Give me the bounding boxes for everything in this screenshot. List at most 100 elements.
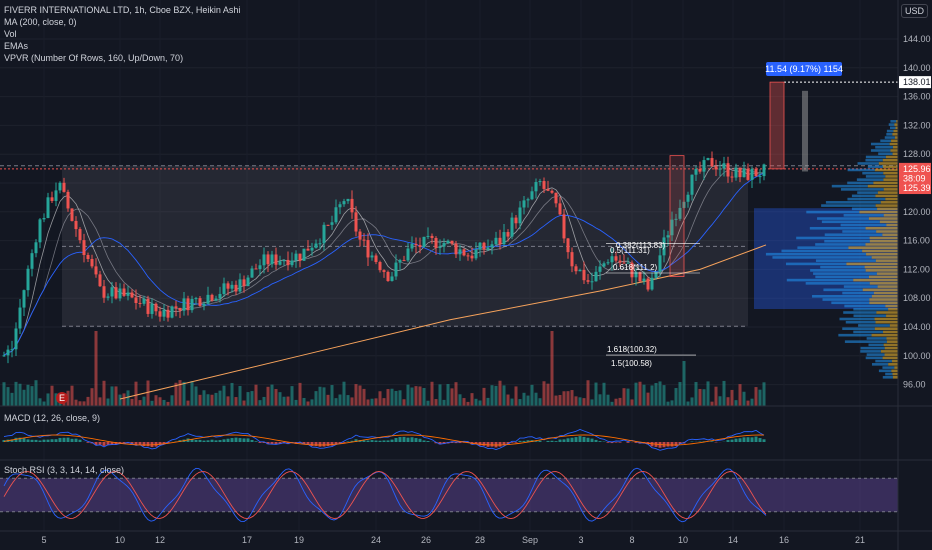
candle-body[interactable]	[102, 286, 106, 298]
candle-body[interactable]	[750, 168, 754, 180]
candle-body[interactable]	[474, 249, 478, 259]
candle-body[interactable]	[582, 269, 586, 281]
candle-body[interactable]	[90, 258, 94, 267]
candle-body[interactable]	[270, 254, 274, 265]
candle-body[interactable]	[114, 287, 118, 299]
candle-body[interactable]	[506, 232, 510, 237]
candle-body[interactable]	[106, 296, 110, 298]
candle-body[interactable]	[518, 207, 522, 224]
candle-body[interactable]	[642, 278, 646, 282]
candle-body[interactable]	[678, 207, 682, 219]
candle-body[interactable]	[598, 266, 602, 272]
candle-body[interactable]	[174, 306, 178, 308]
candle-body[interactable]	[662, 237, 666, 256]
candle-body[interactable]	[406, 248, 410, 261]
candle-body[interactable]	[526, 199, 530, 201]
candle-body[interactable]	[534, 182, 538, 192]
candle-body[interactable]	[418, 245, 422, 248]
candle-body[interactable]	[78, 229, 82, 241]
candle-body[interactable]	[638, 272, 642, 282]
stoch-rsi-label[interactable]: Stoch RSI (3, 3, 14, 14, close)	[4, 465, 125, 475]
candle-body[interactable]	[402, 260, 406, 262]
candle-body[interactable]	[450, 240, 454, 244]
candle-body[interactable]	[210, 294, 214, 301]
candle-body[interactable]	[82, 240, 86, 256]
fib-level-label[interactable]: 1.5(100.58)	[611, 359, 652, 368]
candle-body[interactable]	[634, 272, 638, 278]
candle-body[interactable]	[126, 292, 130, 296]
candle-body[interactable]	[698, 168, 702, 172]
candle-body[interactable]	[734, 167, 738, 178]
candle-body[interactable]	[498, 237, 502, 245]
candle-body[interactable]	[334, 207, 338, 223]
candle-body[interactable]	[714, 166, 718, 170]
emas-indicator-label[interactable]: EMAs	[4, 41, 29, 51]
candle-body[interactable]	[142, 298, 146, 304]
candle-body[interactable]	[166, 309, 170, 318]
symbol-title[interactable]: FIVERR INTERNATIONAL LTD, 1h, Cboe BZX, …	[4, 5, 241, 15]
candle-body[interactable]	[726, 163, 730, 177]
candle-body[interactable]	[30, 253, 34, 269]
candle-body[interactable]	[646, 278, 650, 290]
candle-body[interactable]	[50, 197, 54, 201]
candle-body[interactable]	[446, 240, 450, 243]
candle-body[interactable]	[710, 158, 714, 167]
candle-body[interactable]	[54, 190, 58, 201]
candle-body[interactable]	[618, 260, 622, 263]
candle-body[interactable]	[362, 239, 366, 241]
candle-body[interactable]	[302, 248, 306, 261]
projection-bar[interactable]	[802, 90, 808, 172]
price-range-box[interactable]	[769, 81, 785, 170]
candle-body[interactable]	[350, 198, 354, 213]
candle-body[interactable]	[98, 274, 102, 287]
candle-body[interactable]	[630, 262, 634, 278]
candle-body[interactable]	[738, 167, 742, 178]
candle-body[interactable]	[326, 224, 330, 226]
candle-body[interactable]	[214, 298, 218, 301]
candle-body[interactable]	[542, 181, 546, 189]
candle-body[interactable]	[758, 176, 762, 178]
candle-body[interactable]	[118, 288, 122, 299]
candle-body[interactable]	[238, 279, 242, 292]
candle-body[interactable]	[58, 182, 62, 191]
candle-body[interactable]	[354, 212, 358, 232]
candle-body[interactable]	[318, 243, 322, 245]
fib-level-label[interactable]: 1.618(100.32)	[607, 345, 657, 354]
candle-body[interactable]	[290, 260, 294, 266]
fib-level-label[interactable]: 0.5(111.31)	[610, 246, 650, 255]
candle-body[interactable]	[310, 247, 314, 251]
candle-body[interactable]	[722, 163, 726, 169]
candle-body[interactable]	[578, 269, 582, 272]
candle-body[interactable]	[394, 262, 398, 277]
candle-body[interactable]	[538, 181, 542, 183]
candle-body[interactable]	[702, 160, 706, 172]
candle-body[interactable]	[522, 200, 526, 208]
fib-level-label[interactable]: 0.618(111.2)	[613, 263, 658, 272]
candle-body[interactable]	[454, 243, 458, 255]
candle-body[interactable]	[462, 249, 466, 256]
candle-body[interactable]	[298, 253, 302, 261]
candle-body[interactable]	[190, 299, 194, 311]
candle-body[interactable]	[150, 303, 154, 314]
candle-body[interactable]	[162, 309, 166, 317]
candle-body[interactable]	[194, 298, 198, 300]
candle-body[interactable]	[674, 218, 678, 220]
candle-body[interactable]	[434, 237, 438, 248]
candle-body[interactable]	[550, 190, 554, 193]
candle-body[interactable]	[378, 262, 382, 271]
candle-body[interactable]	[482, 242, 486, 250]
candle-body[interactable]	[46, 197, 50, 218]
candle-body[interactable]	[266, 254, 270, 265]
candle-body[interactable]	[294, 253, 298, 261]
candle-body[interactable]	[134, 297, 138, 304]
candle-body[interactable]	[514, 217, 518, 224]
candle-body[interactable]	[254, 268, 258, 270]
candle-body[interactable]	[546, 188, 550, 191]
measure-label-bg[interactable]	[766, 62, 842, 76]
candle-body[interactable]	[170, 306, 174, 318]
candle-body[interactable]	[62, 182, 66, 192]
candle-body[interactable]	[610, 256, 614, 263]
candle-body[interactable]	[246, 277, 250, 287]
candle-body[interactable]	[754, 168, 758, 177]
